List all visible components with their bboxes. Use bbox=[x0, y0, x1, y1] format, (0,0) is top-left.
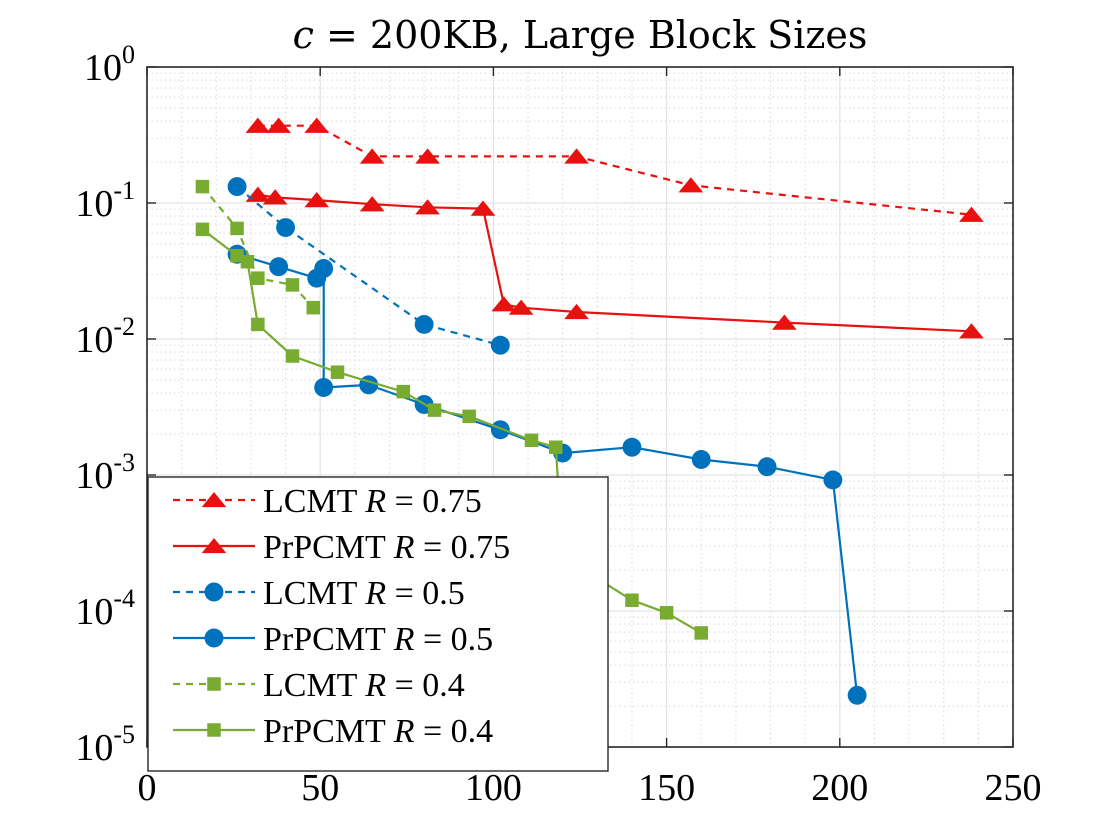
legend-item: PrPCMT R = 0.75 bbox=[173, 529, 510, 566]
data-point bbox=[847, 685, 867, 705]
data-point bbox=[694, 626, 708, 640]
legend-item: LCMT R = 0.5 bbox=[173, 575, 465, 612]
legend-item: PrPCMT R = 0.5 bbox=[173, 621, 493, 658]
data-point bbox=[195, 179, 210, 194]
data-point bbox=[415, 199, 440, 215]
data-point bbox=[227, 177, 247, 197]
x-tick-label: 150 bbox=[638, 767, 695, 809]
data-point bbox=[276, 218, 296, 237]
data-point bbox=[678, 177, 704, 193]
legend-item: PrPCMT R = 0.4 bbox=[173, 713, 493, 750]
legend-marker bbox=[204, 628, 224, 648]
data-point bbox=[415, 148, 440, 164]
data-point bbox=[772, 314, 797, 330]
data-point bbox=[230, 221, 244, 236]
legend-marker bbox=[204, 582, 224, 602]
data-point bbox=[462, 409, 476, 424]
data-point bbox=[314, 378, 334, 397]
data-point bbox=[564, 148, 589, 164]
data-point bbox=[470, 200, 496, 216]
data-point bbox=[396, 384, 411, 399]
data-point bbox=[285, 349, 300, 363]
data-point bbox=[659, 606, 674, 620]
legend-label: LCMT R = 0.5 bbox=[263, 575, 465, 612]
series-layer bbox=[195, 117, 984, 705]
y-tick-label: 10-5 bbox=[75, 720, 135, 769]
series-2 bbox=[245, 186, 984, 339]
data-point bbox=[491, 296, 517, 312]
data-point bbox=[314, 259, 334, 278]
data-point bbox=[549, 440, 563, 454]
data-point bbox=[622, 437, 642, 457]
chart-title-var: c bbox=[293, 13, 314, 57]
data-point bbox=[691, 450, 711, 469]
data-point bbox=[490, 335, 510, 355]
legend-label: PrPCMT R = 0.5 bbox=[263, 621, 493, 658]
series-6 bbox=[195, 222, 708, 640]
legend-label: PrPCMT R = 0.75 bbox=[263, 529, 510, 566]
data-point bbox=[524, 433, 539, 448]
data-point bbox=[757, 457, 777, 477]
legend-marker bbox=[201, 537, 227, 554]
series-5 bbox=[195, 179, 321, 315]
chart-title: c = 200KB, Large Block Sizes bbox=[293, 13, 868, 57]
legend-label: LCMT R = 0.75 bbox=[263, 483, 482, 520]
series-line bbox=[236, 185, 501, 347]
data-point bbox=[959, 206, 984, 222]
data-point bbox=[266, 117, 291, 133]
data-point bbox=[230, 248, 244, 263]
y-tick-label: 10-2 bbox=[75, 312, 135, 361]
legend-box bbox=[147, 476, 609, 772]
legend-marker bbox=[207, 723, 221, 737]
data-point bbox=[262, 189, 288, 205]
data-point bbox=[359, 148, 385, 164]
x-tick-label: 50 bbox=[301, 767, 339, 809]
data-point bbox=[959, 323, 984, 339]
x-tick-label: 250 bbox=[985, 767, 1042, 809]
x-tick-label: 100 bbox=[465, 767, 522, 809]
series-1 bbox=[245, 117, 984, 222]
legend-item: LCMT R = 0.4 bbox=[173, 667, 465, 704]
data-point bbox=[251, 271, 265, 285]
x-tick-label: 200 bbox=[811, 767, 868, 809]
data-point bbox=[564, 303, 589, 320]
y-tick-label: 10-4 bbox=[75, 584, 135, 633]
data-point bbox=[508, 299, 534, 315]
data-point bbox=[427, 403, 442, 417]
y-tick-label: 10-3 bbox=[75, 448, 135, 497]
data-point bbox=[195, 222, 210, 237]
data-point bbox=[251, 317, 265, 332]
axis-ticks: 0 50 100 150 200 250 100 10-1 10-2 10-3 10-4 10-5 bbox=[75, 40, 1041, 809]
data-point bbox=[359, 375, 379, 395]
legend: LCMT R = 0.75 PrPCMT R = 0.75 LCMT R = 0.5… bbox=[147, 476, 609, 772]
legend-marker bbox=[201, 491, 227, 508]
data-point bbox=[823, 470, 843, 490]
data-point bbox=[245, 117, 271, 133]
chart-title-text: = 200KB, Large Block Sizes bbox=[314, 13, 868, 57]
x-tick-label: 0 bbox=[138, 767, 157, 809]
data-point bbox=[414, 314, 434, 334]
legend-label: PrPCMT R = 0.4 bbox=[263, 713, 493, 750]
data-point bbox=[625, 593, 639, 607]
data-point bbox=[306, 300, 321, 315]
data-point bbox=[330, 365, 345, 379]
data-point bbox=[240, 254, 255, 269]
data-point bbox=[304, 192, 330, 208]
legend-item: LCMT R = 0.75 bbox=[173, 483, 482, 520]
legend-marker bbox=[207, 677, 221, 691]
legend-label: LCMT R = 0.4 bbox=[263, 667, 465, 704]
y-tick-label: 10-1 bbox=[75, 176, 135, 225]
series-3 bbox=[227, 177, 510, 355]
data-point bbox=[285, 278, 300, 292]
data-point bbox=[304, 117, 330, 133]
data-point bbox=[490, 420, 510, 440]
y-tick-label: 100 bbox=[84, 40, 135, 89]
data-point bbox=[359, 196, 385, 212]
data-point bbox=[269, 257, 289, 277]
